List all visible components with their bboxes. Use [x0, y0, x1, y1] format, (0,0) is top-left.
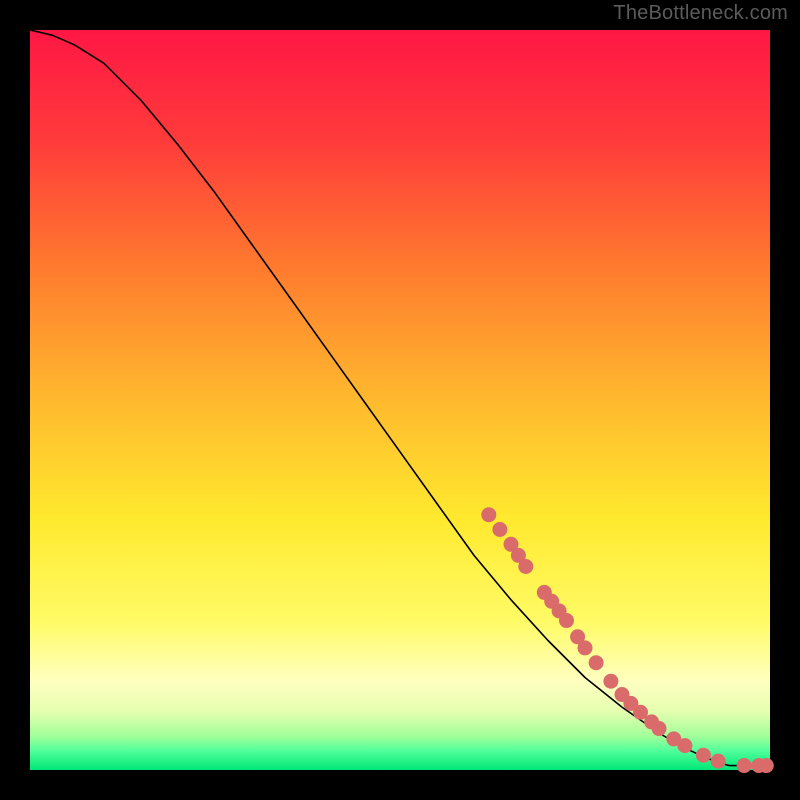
data-marker — [603, 674, 618, 689]
data-marker — [492, 522, 507, 537]
watermark-text: TheBottleneck.com — [613, 2, 788, 25]
data-marker — [481, 507, 496, 522]
data-marker — [559, 613, 574, 628]
data-marker — [578, 640, 593, 655]
chart-container: TheBottleneck.com — [0, 0, 800, 800]
data-marker — [696, 748, 711, 763]
data-markers-group — [481, 507, 774, 773]
data-marker — [759, 758, 774, 773]
data-marker — [518, 559, 533, 574]
data-marker — [737, 758, 752, 773]
data-marker — [677, 738, 692, 753]
curve-layer — [30, 30, 770, 770]
data-marker — [589, 655, 604, 670]
data-marker — [711, 754, 726, 769]
data-marker — [652, 721, 667, 736]
bottleneck-curve — [30, 30, 770, 766]
